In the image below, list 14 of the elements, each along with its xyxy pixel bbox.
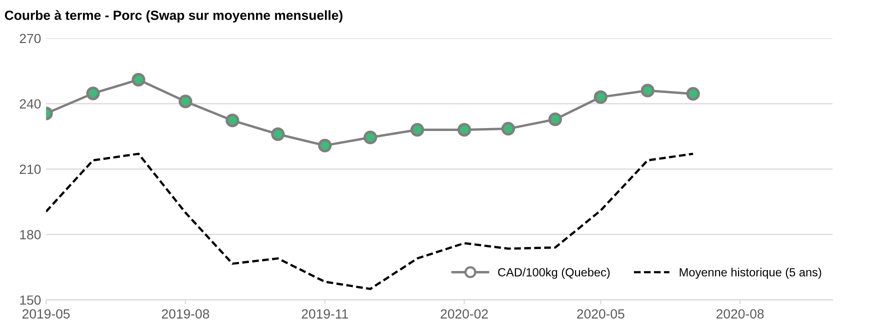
x-tick-label: 2020-05 [577,309,624,319]
y-tick-label: 150 [20,295,41,305]
x-tick-label: 2019-05 [22,309,70,319]
y-tick-label: 210 [20,164,41,174]
x-tick-label: 2019-08 [162,309,210,319]
x-tick-label: 2020-08 [716,309,764,319]
chart-title: Courbe à terme - Porc (Swap sur moyenne mensuelle) [4,10,342,23]
legend-label: CAD/100kg (Quebec) [498,268,610,279]
y-tick-label: 270 [20,34,41,44]
y-tick-label: 240 [20,99,41,109]
x-tick-label: 2019-11 [302,309,348,319]
x-tick-label: 2020-02 [440,309,488,319]
y-tick-label: 180 [20,230,41,240]
legend-label: Moyenne historique (5 ans) [680,268,822,279]
